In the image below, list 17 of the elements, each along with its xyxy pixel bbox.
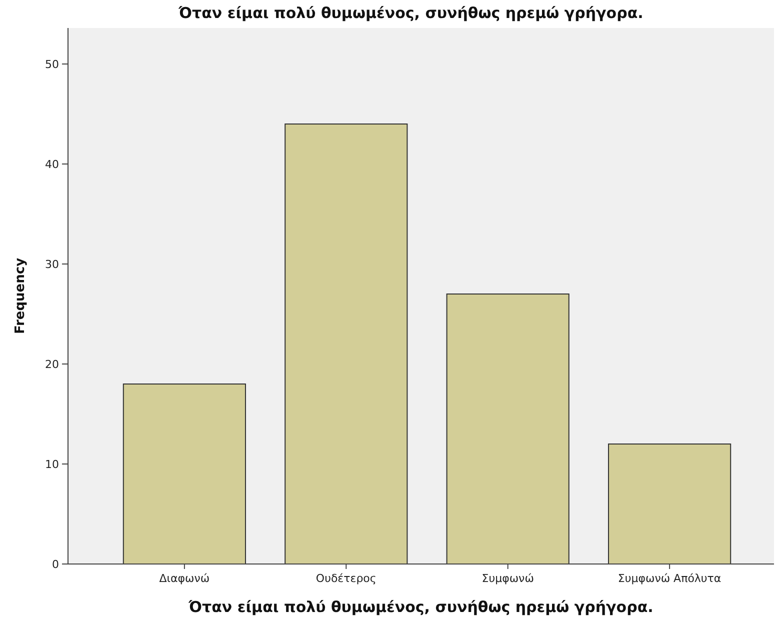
y-tick-label: 50 [45, 58, 59, 71]
y-tick-label: 20 [45, 358, 59, 371]
y-tick-label: 0 [52, 558, 59, 571]
y-tick-label: 10 [45, 458, 59, 471]
bar [608, 444, 732, 564]
bar [284, 124, 408, 564]
x-tick-label: Ουδέτερος [316, 572, 376, 585]
y-tick-label: 30 [45, 258, 59, 271]
x-axis-title: Όταν είμαι πολύ θυμωμένος, συνήθως ηρεμώ γρήγορα. [188, 598, 654, 616]
bar [122, 384, 246, 564]
x-tick-label: Συμφωνώ Απόλυτα [618, 572, 722, 585]
x-tick-label: Συμφωνώ [482, 572, 534, 585]
x-tick-label: Διαφωνώ [159, 572, 210, 585]
y-tick-label: 40 [45, 158, 59, 171]
chart-title: Όταν είμαι πολύ θυμωμένος, συνήθως ηρεμώ γρήγορα. [178, 4, 644, 22]
y-axis-title: Frequency [13, 257, 28, 334]
bar [446, 294, 570, 564]
